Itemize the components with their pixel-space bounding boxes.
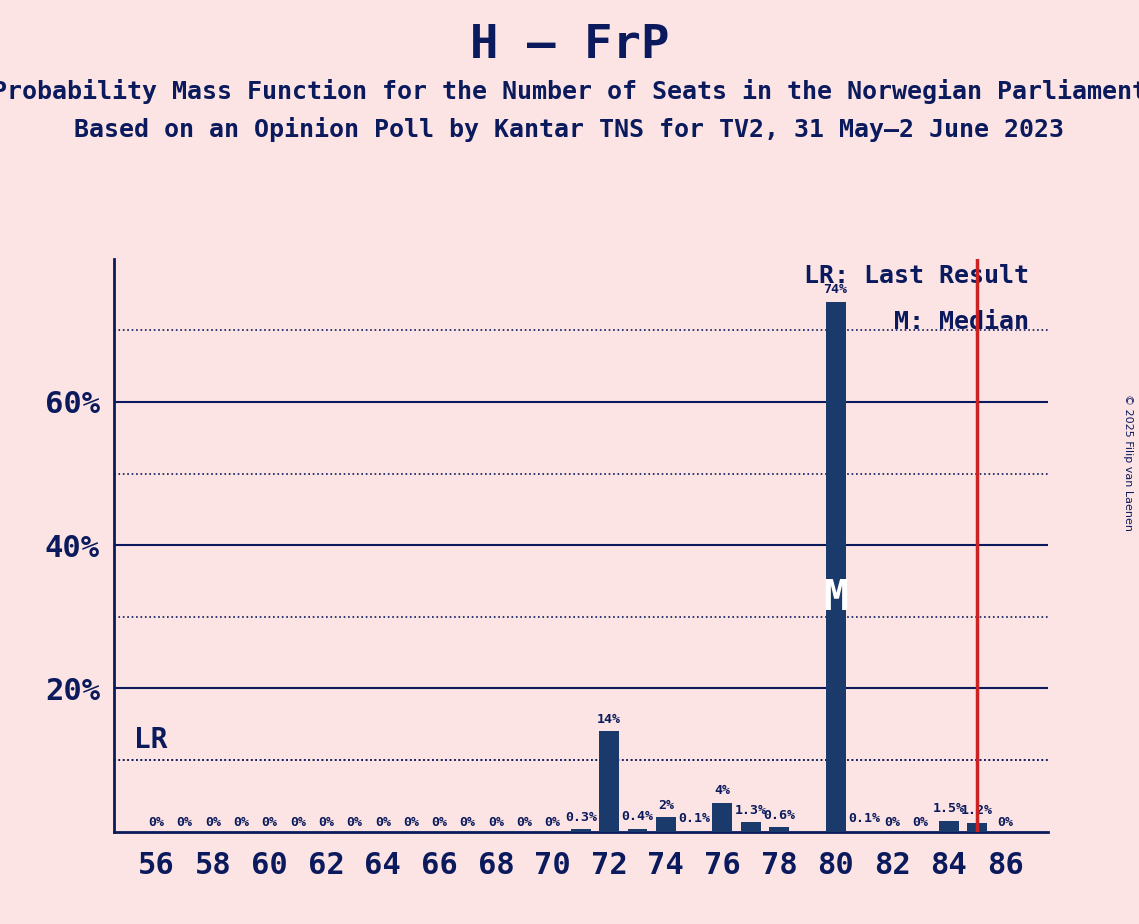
Text: 0%: 0% [148,816,164,829]
Bar [628,829,647,832]
Text: 0%: 0% [262,816,278,829]
Text: 0.4%: 0.4% [622,810,654,823]
Text: H – FrP: H – FrP [469,23,670,68]
Text: 74%: 74% [823,283,847,296]
Text: 0%: 0% [403,816,419,829]
Text: 1.2%: 1.2% [961,804,993,817]
Text: LR: LR [133,726,167,754]
Text: 0.1%: 0.1% [678,812,710,825]
Text: 0%: 0% [233,816,249,829]
Text: 0%: 0% [912,816,928,829]
Text: Probability Mass Function for the Number of Seats in the Norwegian Parliament: Probability Mass Function for the Number… [0,79,1139,103]
Text: 0%: 0% [289,816,306,829]
Bar [826,301,845,832]
Text: 0.6%: 0.6% [763,808,795,821]
Bar [769,827,789,832]
Text: 0%: 0% [460,816,476,829]
Bar [571,830,591,832]
Text: 0%: 0% [998,816,1014,829]
Text: 0%: 0% [346,816,362,829]
Text: 1.3%: 1.3% [735,804,767,817]
Text: 0%: 0% [516,816,532,829]
Text: © 2025 Filip van Laenen: © 2025 Filip van Laenen [1123,394,1133,530]
Text: 0%: 0% [177,816,192,829]
Text: 1.5%: 1.5% [933,802,965,815]
Bar [967,823,988,832]
Text: 0%: 0% [487,816,503,829]
Text: 0%: 0% [375,816,391,829]
Text: 0.1%: 0.1% [847,812,880,825]
Text: M: Median: M: Median [894,310,1030,334]
Text: 0.3%: 0.3% [565,810,597,823]
Text: M: M [823,578,849,619]
Text: 0%: 0% [205,816,221,829]
Bar [713,803,732,832]
Text: 0%: 0% [544,816,560,829]
Text: 0%: 0% [432,816,448,829]
Bar [599,732,620,832]
Text: 4%: 4% [714,784,730,797]
Text: 2%: 2% [658,798,674,811]
Text: 14%: 14% [597,712,621,725]
Text: LR: Last Result: LR: Last Result [804,264,1030,288]
Text: 0%: 0% [884,816,900,829]
Bar [939,821,959,832]
Text: Based on an Opinion Poll by Kantar TNS for TV2, 31 May–2 June 2023: Based on an Opinion Poll by Kantar TNS f… [74,117,1065,142]
Bar [740,822,761,832]
Bar [656,817,675,832]
Text: 0%: 0% [318,816,334,829]
